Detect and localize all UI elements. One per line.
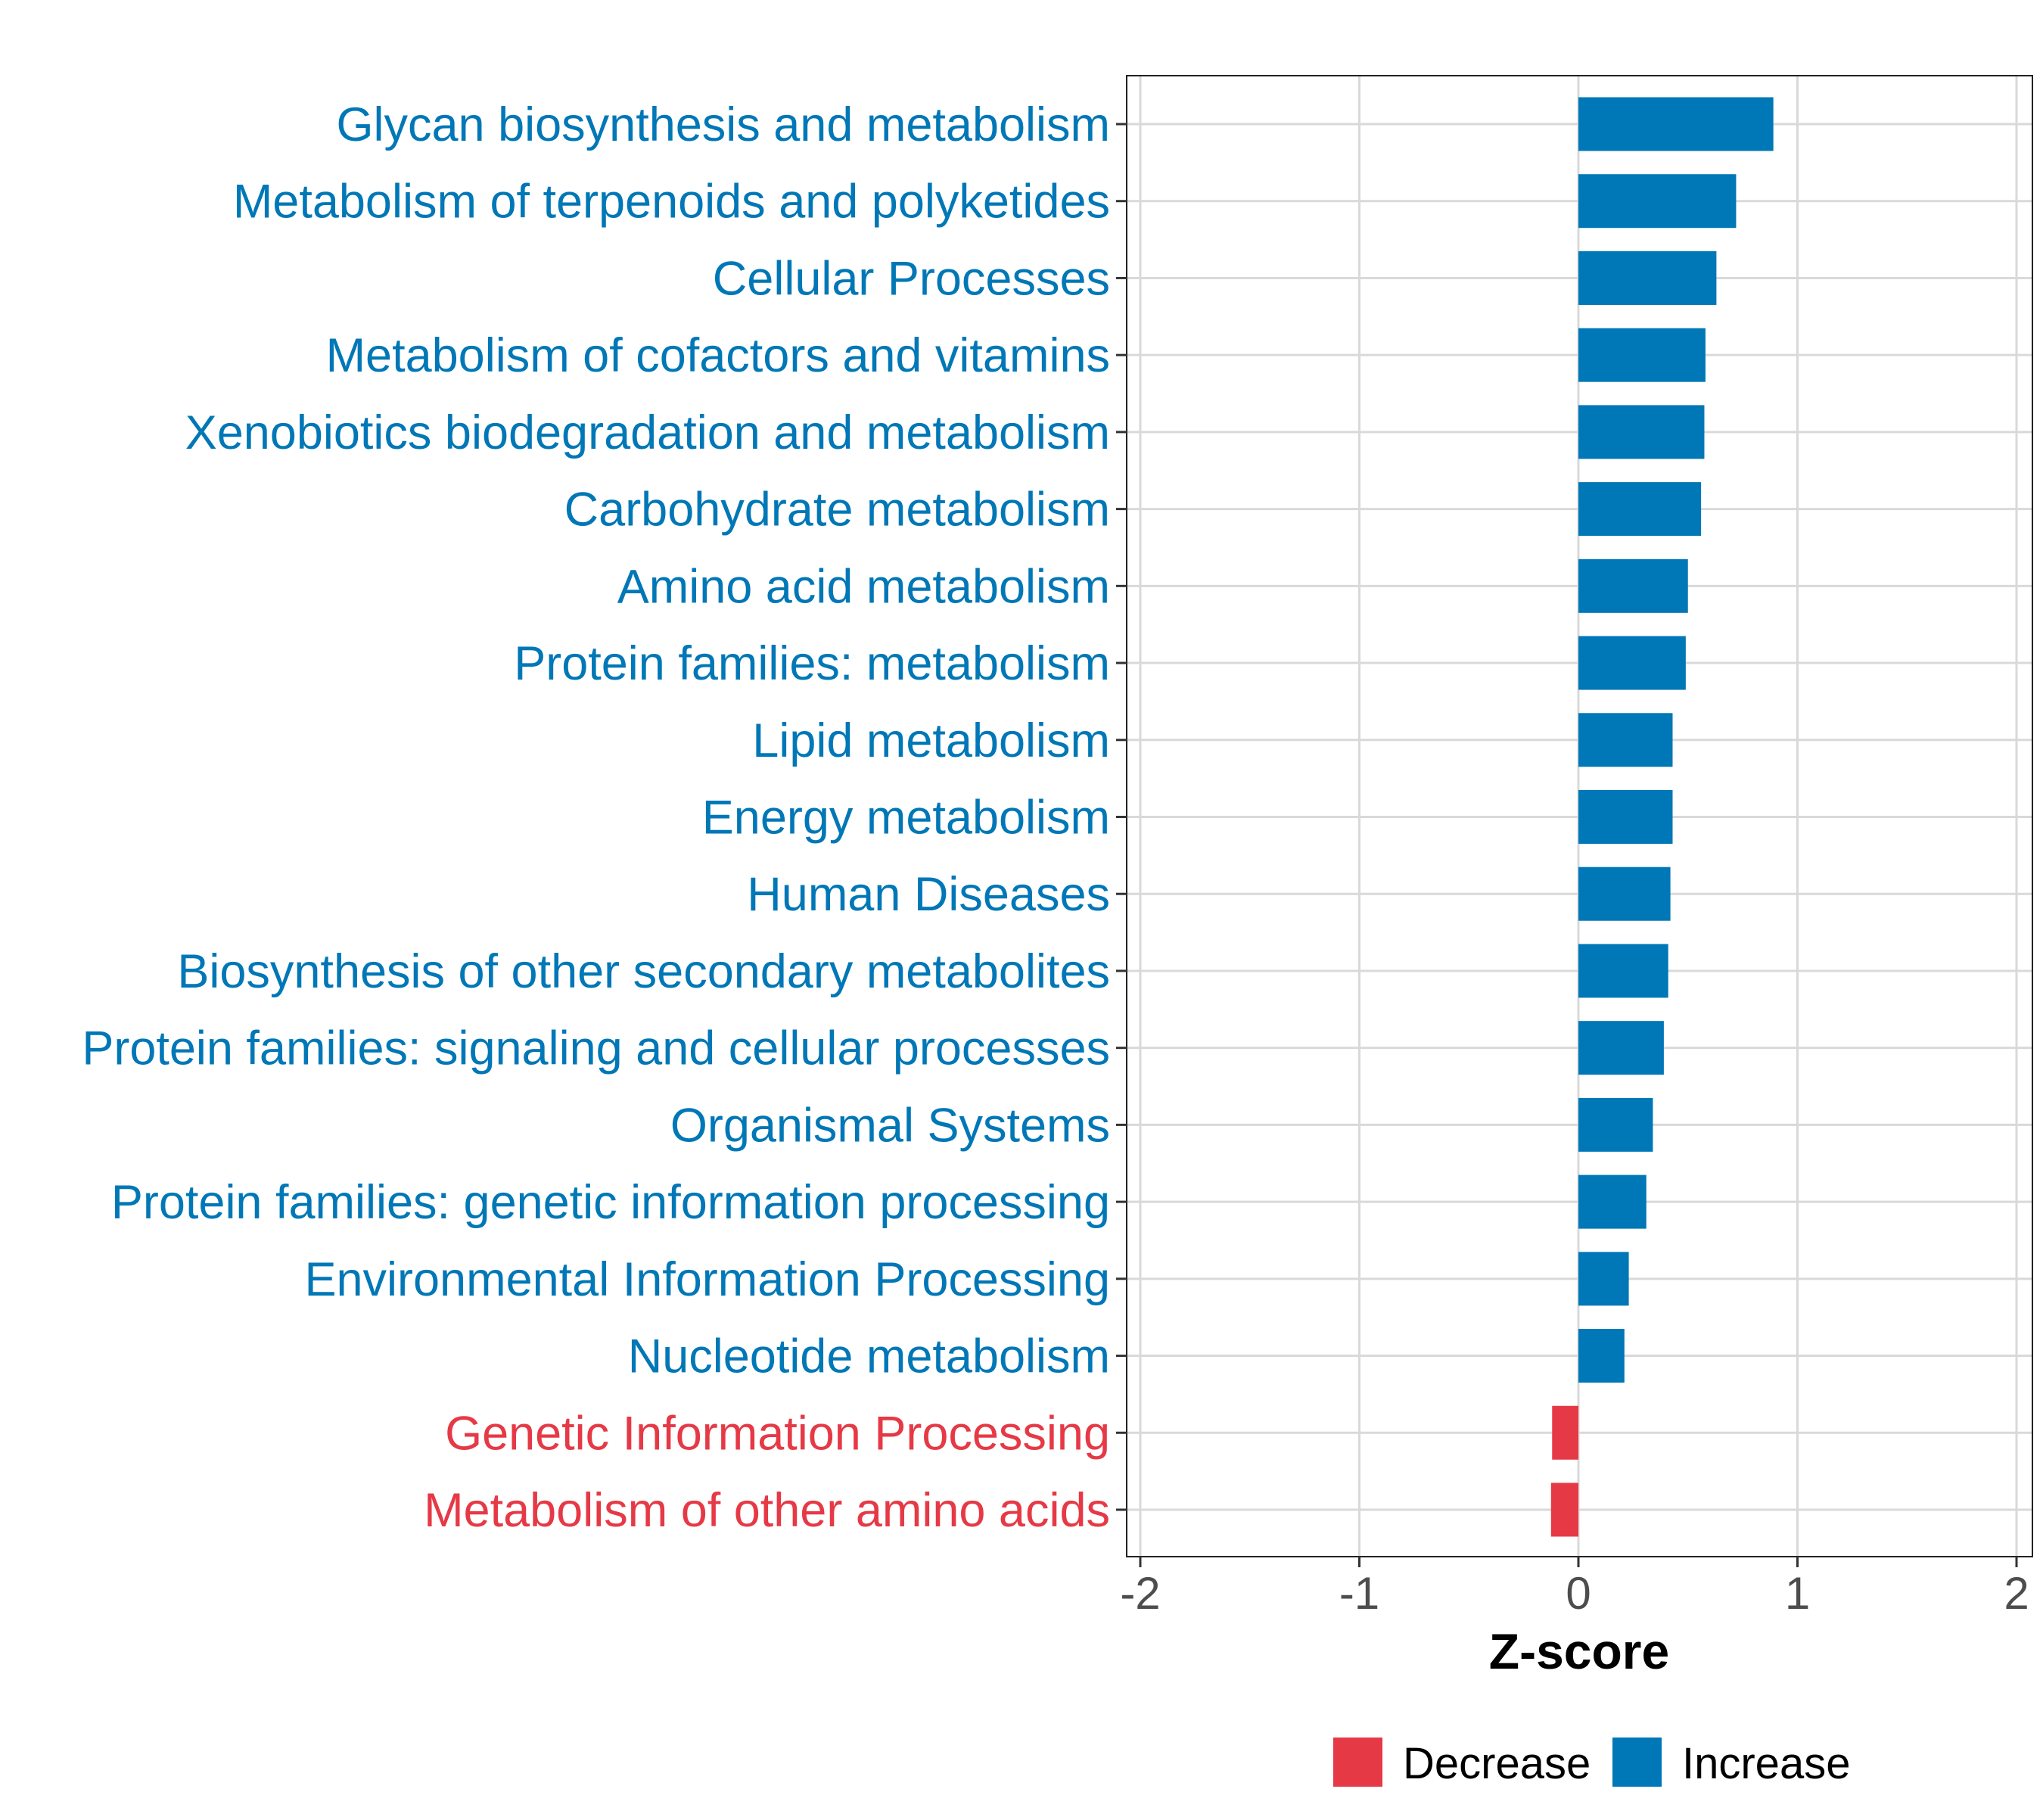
bar-cellular-processes <box>1578 250 1717 305</box>
y-tick-label: Energy metabolism <box>702 792 1110 845</box>
x-axis: -2 -1 0 1 2 <box>1120 1557 2029 1619</box>
x-axis-title: Z-score <box>1489 1623 1669 1679</box>
y-tick-label: Metabolism of other amino acids <box>424 1484 1110 1537</box>
x-tick-label: 2 <box>2004 1568 2029 1619</box>
y-tick-label: Protein families: signaling and cellular… <box>82 1022 1110 1075</box>
y-tick-label: Metabolism of cofactors and vitamins <box>326 329 1110 382</box>
legend-label-decrease: Decrease <box>1403 1739 1591 1788</box>
bar-protein-families-signaling-and-cellular-processes <box>1578 1021 1664 1075</box>
bar-environmental-information-processing <box>1578 1252 1629 1306</box>
bar-organismal-systems <box>1578 1097 1653 1152</box>
y-tick-label: Protein families: metabolism <box>514 637 1110 690</box>
x-tick-label: -2 <box>1120 1568 1160 1619</box>
y-tick-label: Metabolism of terpenoids and polyketides <box>233 176 1110 229</box>
legend-swatch-increase <box>1612 1738 1662 1787</box>
x-tick-label: 0 <box>1566 1568 1591 1619</box>
x-tick-label: 1 <box>1785 1568 1810 1619</box>
y-tick-label: Glycan biosynthesis and metabolism <box>337 98 1111 151</box>
y-tick-label: Nucleotide metabolism <box>628 1330 1110 1383</box>
legend-label-increase: Increase <box>1682 1739 1850 1788</box>
y-tick-label: Cellular Processes <box>713 252 1110 305</box>
y-tick-label: Amino acid metabolism <box>617 560 1110 613</box>
bar-biosynthesis-of-other-secondary-metabolites <box>1578 944 1668 998</box>
legend-swatch-decrease <box>1333 1738 1382 1787</box>
bar-protein-families-genetic-information-processing <box>1578 1174 1647 1229</box>
y-tick-label: Protein families: genetic information pr… <box>111 1176 1110 1229</box>
bar-nucleotide-metabolism <box>1578 1329 1625 1383</box>
bar-human-diseases <box>1578 866 1671 921</box>
bar-xenobiotics-biodegradation-and-metabolism <box>1578 405 1705 459</box>
y-tick-label: Environmental Information Processing <box>304 1253 1110 1306</box>
y-tick-label: Human Diseases <box>747 868 1110 921</box>
bar-genetic-information-processing <box>1552 1405 1578 1460</box>
bar-glycan-biosynthesis-and-metabolism <box>1578 97 1774 151</box>
bar-carbohydrate-metabolism <box>1578 482 1702 537</box>
y-tick-label: Genetic Information Processing <box>445 1407 1110 1460</box>
bar-metabolism-of-cofactors-and-vitamins <box>1578 328 1706 382</box>
bar-protein-families-metabolism <box>1578 636 1686 690</box>
bar-layer <box>1550 97 1774 1537</box>
y-tick-label: Biosynthesis of other secondary metaboli… <box>177 945 1110 998</box>
bar-lipid-metabolism <box>1578 713 1673 767</box>
y-tick-label: Organismal Systems <box>670 1099 1110 1152</box>
bar-metabolism-of-other-amino-acids <box>1550 1482 1578 1537</box>
y-axis: Glycan biosynthesis and metabolism Metabo… <box>82 98 1127 1537</box>
y-tick-label: Xenobiotics biodegradation and metabolis… <box>185 406 1110 459</box>
bar-energy-metabolism <box>1578 790 1673 844</box>
y-tick-label: Lipid metabolism <box>752 714 1110 767</box>
legend: Decrease Increase <box>1333 1738 1850 1788</box>
bar-amino-acid-metabolism <box>1578 558 1688 613</box>
bar-metabolism-of-terpenoids-and-polyketides <box>1578 174 1737 229</box>
x-tick-label: -1 <box>1339 1568 1379 1619</box>
y-tick-label: Carbohydrate metabolism <box>564 484 1110 537</box>
